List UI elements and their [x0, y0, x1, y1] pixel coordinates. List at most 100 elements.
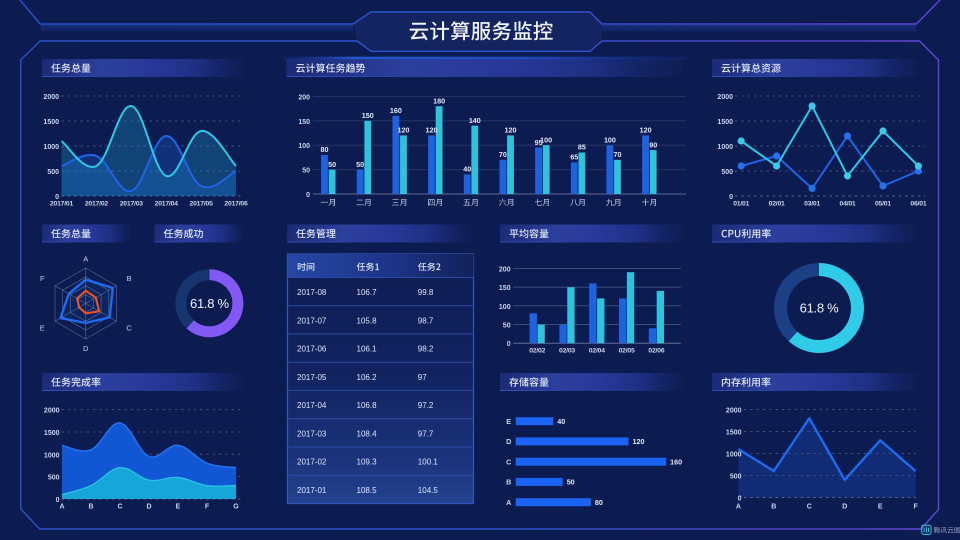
svg-text:100: 100 — [499, 304, 511, 311]
svg-text:50: 50 — [328, 160, 336, 169]
svg-text:105.8: 105.8 — [357, 316, 378, 325]
svg-text:01/01: 01/01 — [733, 201, 749, 208]
svg-text:1500: 1500 — [717, 119, 733, 126]
svg-text:2017-04: 2017-04 — [297, 401, 327, 410]
svg-text:E: E — [506, 417, 511, 426]
svg-text:0: 0 — [729, 194, 733, 201]
svg-text:98.2: 98.2 — [418, 345, 434, 354]
svg-text:2017-02: 2017-02 — [297, 458, 327, 467]
svg-text:95: 95 — [535, 138, 543, 147]
svg-text:50: 50 — [356, 160, 364, 169]
svg-text:2017/03: 2017/03 — [120, 201, 144, 208]
svg-text:02/04: 02/04 — [589, 347, 605, 354]
svg-text:80: 80 — [595, 498, 603, 507]
svg-text:160: 160 — [670, 457, 682, 466]
svg-text:2017-03: 2017-03 — [297, 429, 327, 438]
svg-text:C: C — [126, 323, 132, 332]
svg-text:F: F — [205, 504, 210, 511]
svg-text:106.8: 106.8 — [357, 401, 378, 410]
svg-text:1500: 1500 — [726, 430, 742, 437]
svg-text:70: 70 — [614, 150, 622, 159]
svg-text:F: F — [40, 274, 45, 283]
svg-text:500: 500 — [47, 169, 59, 176]
svg-text:2017/05: 2017/05 — [190, 201, 214, 208]
svg-text:500: 500 — [721, 169, 733, 176]
svg-text:500: 500 — [48, 475, 60, 482]
svg-text:40: 40 — [557, 417, 565, 426]
svg-text:120: 120 — [633, 437, 645, 446]
svg-text:2017/04: 2017/04 — [155, 201, 179, 208]
svg-text:2017-07: 2017-07 — [297, 316, 327, 325]
svg-text:2000: 2000 — [726, 408, 742, 415]
svg-text:C: C — [807, 504, 812, 511]
svg-text:B: B — [127, 274, 132, 283]
svg-text:04/01: 04/01 — [840, 201, 856, 208]
svg-text:160: 160 — [390, 106, 402, 115]
svg-text:2017/02: 2017/02 — [85, 201, 109, 208]
svg-text:120: 120 — [426, 126, 438, 135]
svg-text:120: 120 — [505, 126, 517, 135]
svg-text:02/02: 02/02 — [529, 347, 545, 354]
svg-text:180: 180 — [433, 96, 445, 105]
svg-text:500: 500 — [730, 474, 742, 481]
svg-text:2000: 2000 — [43, 94, 59, 101]
svg-text:50: 50 — [567, 478, 575, 487]
svg-text:06/01: 06/01 — [910, 201, 926, 208]
svg-text:108.5: 108.5 — [357, 486, 378, 495]
svg-text:02/06: 02/06 — [648, 347, 664, 354]
svg-text:A: A — [59, 504, 64, 511]
svg-text:D: D — [146, 504, 151, 511]
svg-text:A: A — [736, 504, 741, 511]
svg-text:B: B — [506, 478, 511, 487]
svg-text:F: F — [913, 504, 918, 511]
svg-text:200: 200 — [499, 267, 511, 274]
svg-text:C: C — [506, 457, 511, 466]
svg-text:D: D — [506, 437, 511, 446]
svg-text:0: 0 — [56, 497, 60, 504]
svg-text:106.1: 106.1 — [357, 345, 378, 354]
svg-text:100: 100 — [298, 143, 310, 150]
svg-text:61.8 %: 61.8 % — [190, 296, 229, 311]
svg-text:98.7: 98.7 — [418, 316, 434, 325]
svg-text:65: 65 — [570, 152, 578, 161]
svg-text:2000: 2000 — [717, 94, 733, 101]
svg-text:2017/01: 2017/01 — [50, 201, 74, 208]
svg-text:A: A — [83, 255, 88, 264]
svg-text:120: 120 — [397, 126, 409, 135]
svg-text:03/01: 03/01 — [804, 201, 820, 208]
svg-text:99.8: 99.8 — [418, 288, 434, 297]
svg-text:2017/06: 2017/06 — [224, 201, 248, 208]
svg-text:108.4: 108.4 — [357, 429, 378, 438]
svg-text:50: 50 — [503, 323, 511, 330]
svg-text:150: 150 — [362, 111, 374, 120]
svg-text:1500: 1500 — [44, 430, 60, 437]
svg-text:120: 120 — [640, 126, 652, 135]
svg-text:70: 70 — [499, 150, 507, 159]
svg-text:2017-01: 2017-01 — [297, 486, 327, 495]
svg-text:0: 0 — [738, 496, 742, 503]
svg-text:E: E — [176, 504, 181, 511]
svg-text:100.1: 100.1 — [418, 458, 439, 467]
svg-text:D: D — [83, 344, 89, 353]
svg-text:50: 50 — [302, 168, 310, 175]
svg-text:85: 85 — [578, 143, 586, 152]
svg-text:40: 40 — [463, 165, 471, 174]
svg-text:E: E — [40, 323, 45, 332]
svg-text:1000: 1000 — [44, 452, 60, 459]
svg-text:1000: 1000 — [717, 144, 733, 151]
svg-text:02/03: 02/03 — [559, 347, 575, 354]
svg-text:B: B — [88, 504, 93, 511]
svg-text:A: A — [506, 498, 511, 507]
svg-text:109.3: 109.3 — [357, 458, 378, 467]
svg-text:E: E — [878, 504, 883, 511]
svg-text:05/01: 05/01 — [875, 201, 891, 208]
svg-text:140: 140 — [469, 116, 481, 125]
svg-text:90: 90 — [649, 140, 657, 149]
svg-text:106.7: 106.7 — [357, 288, 378, 297]
svg-text:106.2: 106.2 — [357, 373, 378, 382]
svg-text:2017-08: 2017-08 — [297, 288, 327, 297]
svg-text:100: 100 — [540, 135, 552, 144]
svg-text:200: 200 — [298, 94, 310, 101]
svg-text:2017-06: 2017-06 — [297, 345, 327, 354]
svg-text:02/01: 02/01 — [769, 201, 785, 208]
